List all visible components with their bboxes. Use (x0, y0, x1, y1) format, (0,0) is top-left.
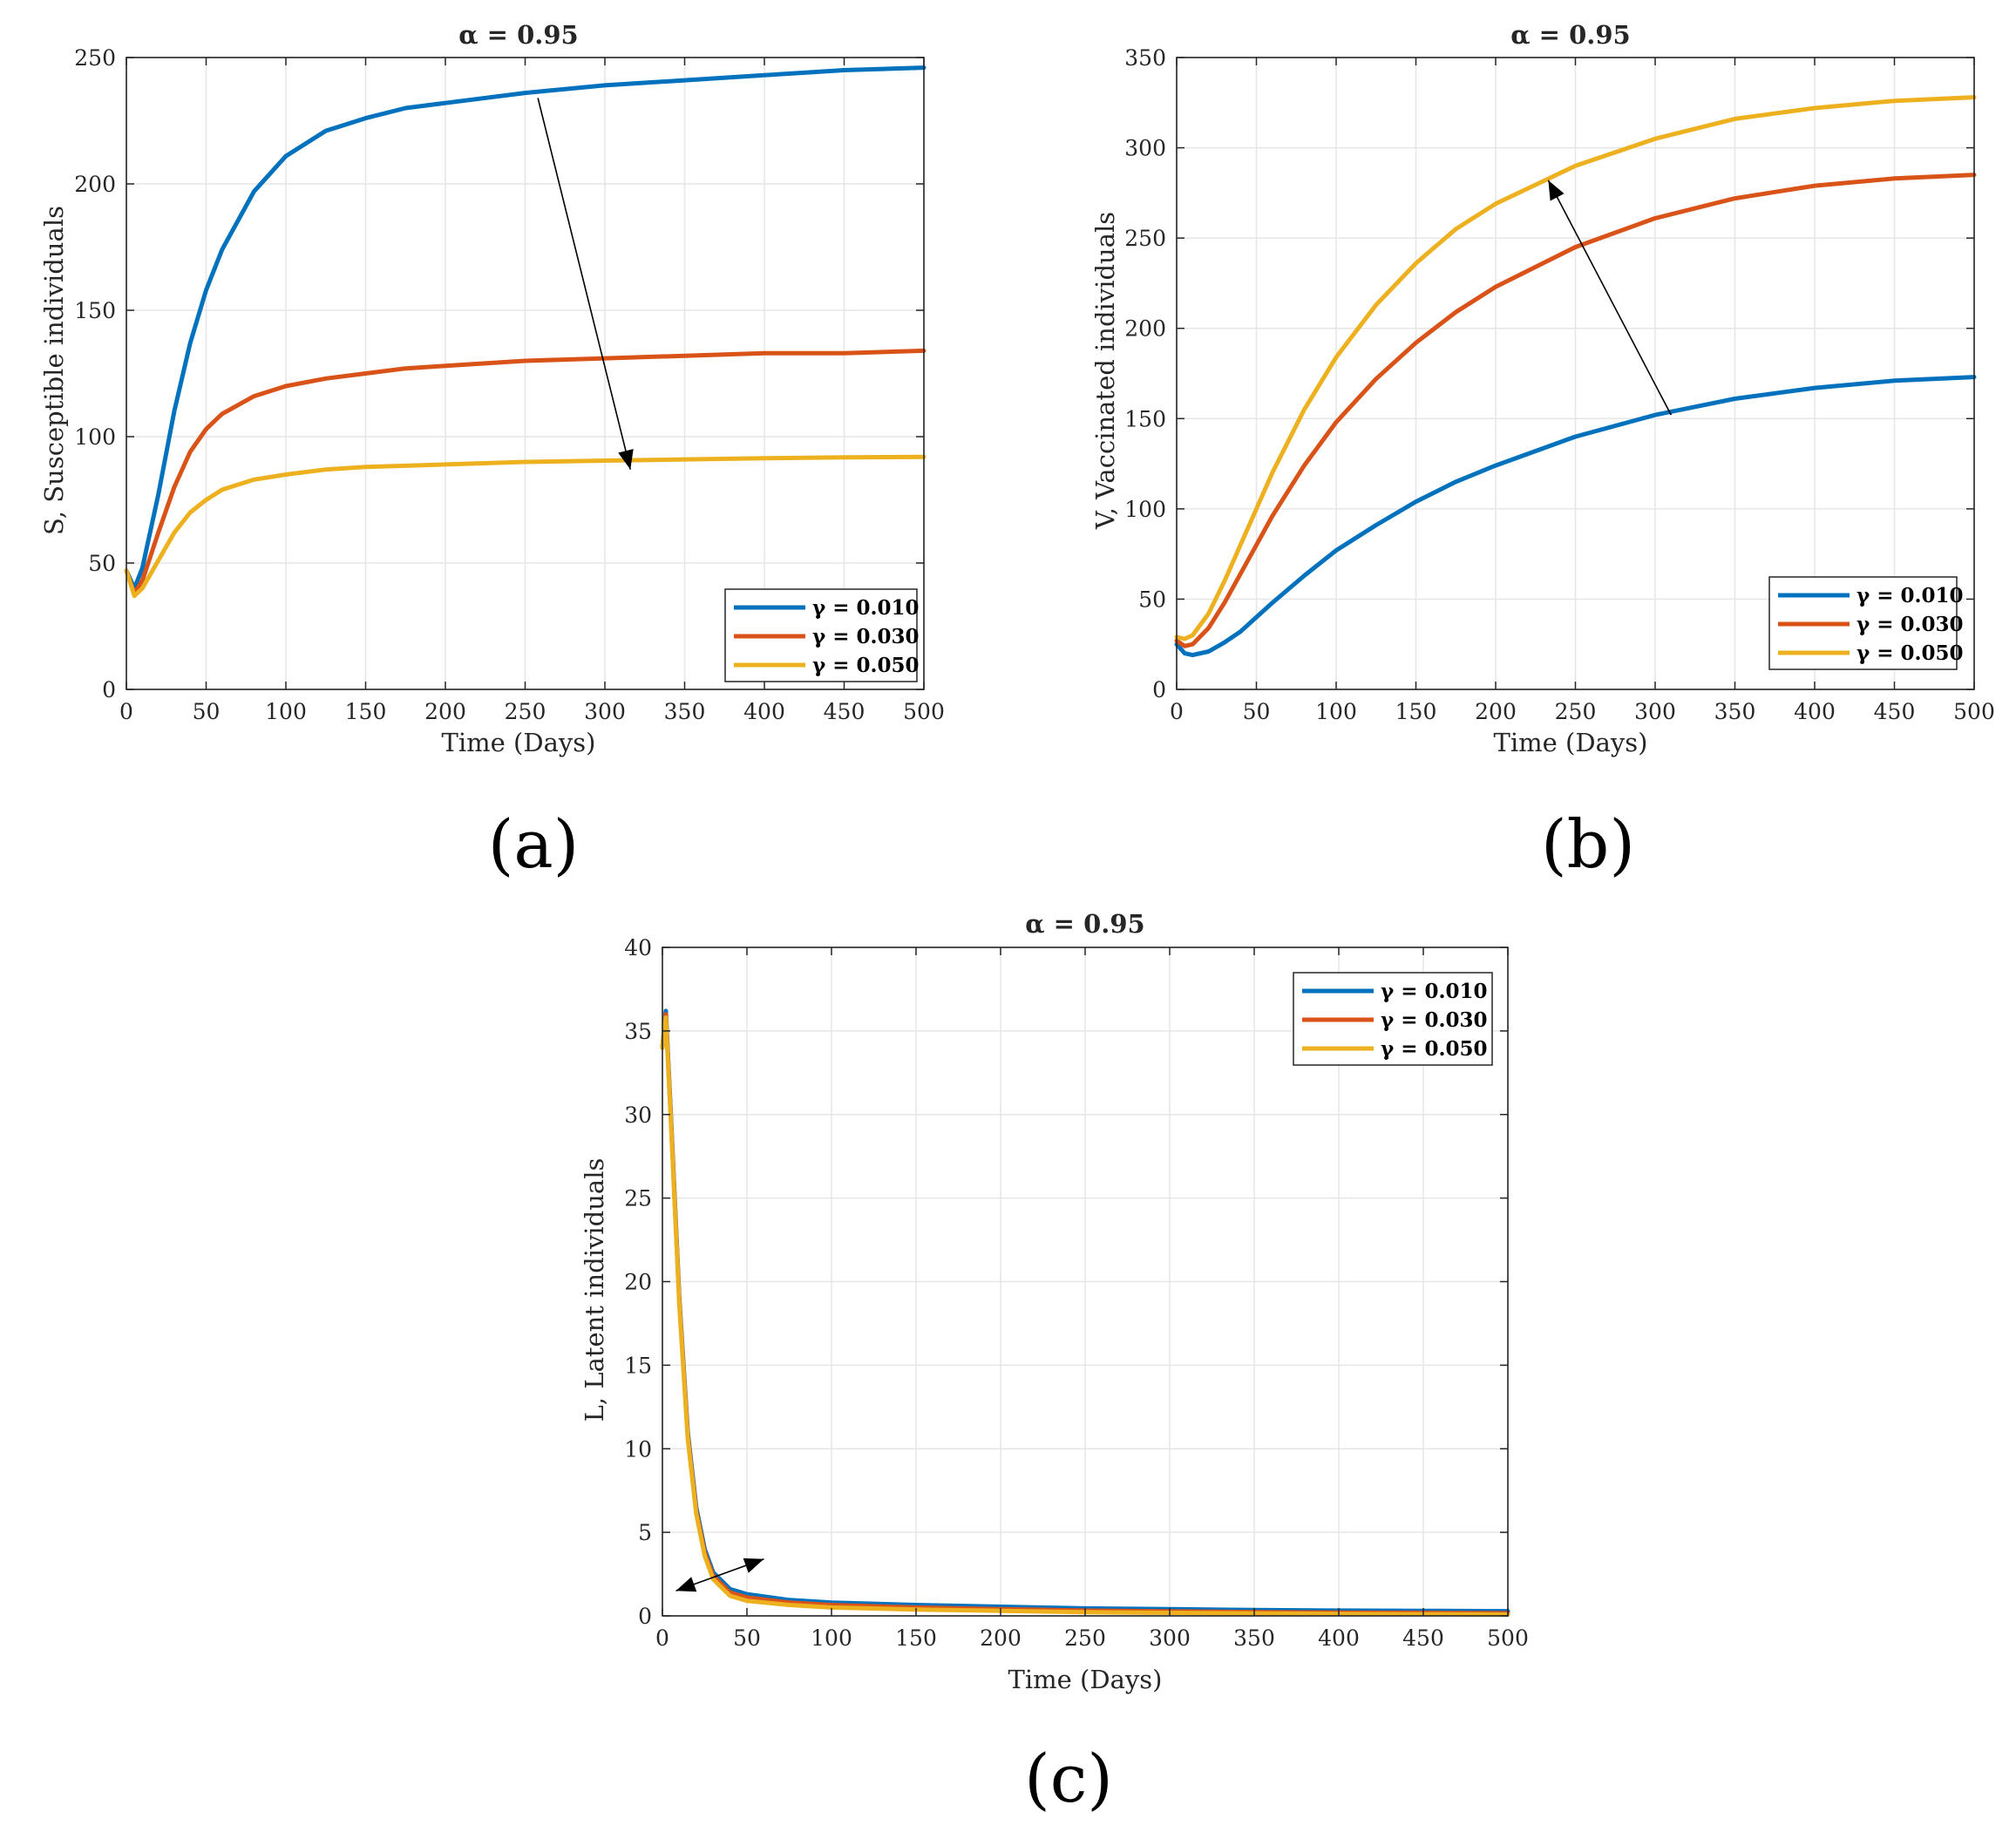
chart-c-legend-label: γ = 0.050 (1381, 1037, 1488, 1061)
chart-c-ytick-label: 5 (638, 1520, 652, 1545)
chart-a-annotation-arrow-head (618, 449, 634, 470)
chart-b-xtick-label: 500 (1953, 699, 1995, 724)
chart-b-legend: γ = 0.010 γ = 0.030 γ = 0.050 (1768, 576, 1964, 670)
chart-c-xlabel: Time (Days) (1008, 1665, 1163, 1694)
chart-a-xtick-label: 400 (743, 699, 785, 724)
chart-b-xlabel: Time (Days) (1494, 728, 1648, 757)
chart-c-xtick-label: 300 (1149, 1625, 1191, 1651)
chart-b-ytick-label: 250 (1124, 226, 1166, 251)
chart-a-series-line (124, 65, 927, 591)
chart-a-series-line (124, 348, 927, 596)
panel-label-c: (c) (1024, 1740, 1113, 1817)
chart-a-ytick-label: 0 (102, 677, 116, 702)
chart-b-ylabel: V, Vaccinated individuals (1090, 212, 1120, 530)
chart-c-ytick-label: 20 (624, 1270, 652, 1295)
chart-b-ytick-label: 150 (1124, 406, 1166, 431)
chart-c-xtick-label: 100 (811, 1625, 852, 1651)
chart-a-xlabel: Time (Days) (442, 728, 596, 757)
chart-b-xtick-label: 400 (1794, 699, 1836, 724)
chart-b-xtick-label: 450 (1874, 699, 1916, 724)
chart-a-series-line (124, 454, 927, 599)
chart-b-legend-label: γ = 0.010 (1856, 584, 1964, 607)
chart-a-xtick-label: 450 (824, 699, 865, 724)
chart-b-xtick-label: 200 (1475, 699, 1517, 724)
chart-c-legend-label: γ = 0.010 (1381, 980, 1488, 1003)
chart-a: α = 0.95 Time (Days) S, Susceptible indi… (39, 20, 945, 883)
chart-c-ylabel: L, Latent individuals (580, 1158, 609, 1422)
chart-b-ytick-label: 200 (1124, 316, 1166, 342)
chart-a-ytick-label: 100 (74, 424, 116, 450)
panel-label-b: (b) (1541, 805, 1635, 883)
chart-a-legend-label: γ = 0.030 (812, 625, 920, 648)
chart-c-xtick-label: 450 (1402, 1625, 1444, 1651)
chart-c-ytick-label: 10 (624, 1436, 652, 1462)
chart-c-legend: γ = 0.010 γ = 0.030 γ = 0.050 (1293, 972, 1493, 1066)
chart-b-xtick-label: 300 (1634, 699, 1676, 724)
chart-c-xtick-label: 350 (1233, 1625, 1275, 1651)
chart-a-legend-label: γ = 0.010 (812, 596, 920, 620)
chart-b-xtick-label: 0 (1170, 699, 1184, 724)
chart-b-ytick-label: 350 (1124, 45, 1166, 71)
chart-c-ytick-label: 25 (624, 1186, 652, 1211)
chart-a-xtick-label: 0 (119, 699, 133, 724)
chart-a-xtick-label: 500 (903, 699, 945, 724)
chart-c-xtick-label: 50 (733, 1625, 761, 1651)
chart-c-xtick-label: 400 (1318, 1625, 1360, 1651)
chart-a-ytick-label: 200 (74, 172, 116, 197)
chart-b-series-line (1174, 173, 1977, 648)
chart-a-ylabel: S, Susceptible individuals (39, 206, 69, 535)
chart-c-ytick-label: 30 (624, 1103, 652, 1128)
chart-c: α = 0.95 Time (Days) L, Latent individua… (580, 909, 1529, 1817)
chart-c-xtick-label: 500 (1487, 1625, 1529, 1651)
chart-a-xtick-label: 350 (664, 699, 706, 724)
chart-b-annotation-arrow-head (1548, 180, 1565, 201)
chart-a-xtick-label: 200 (424, 699, 466, 724)
chart-c-xtick-label: 0 (655, 1625, 669, 1651)
chart-b-annotation-arrow-line (1547, 180, 1673, 416)
chart-c-ytick-label: 35 (624, 1019, 652, 1044)
chart-b-series-line (1174, 375, 1977, 658)
chart-c-annotation-arrow-head (675, 1577, 697, 1592)
chart-b-xtick-label: 250 (1555, 699, 1597, 724)
chart-a-legend-label: γ = 0.050 (812, 654, 920, 677)
chart-b-xtick-label: 350 (1714, 699, 1756, 724)
chart-a-xtick-label: 300 (584, 699, 626, 724)
chart-a-annotation-arrow-line (537, 98, 632, 470)
chart-c-xtick-label: 200 (980, 1625, 1022, 1651)
chart-a-xtick-label: 150 (345, 699, 387, 724)
chart-b-ytick-label: 50 (1138, 587, 1166, 612)
chart-c-xtick-label: 150 (895, 1625, 937, 1651)
chart-c-ytick-label: 40 (624, 935, 652, 960)
chart-a-xtick-label: 250 (505, 699, 546, 724)
chart-b-ytick-label: 0 (1152, 677, 1166, 702)
chart-c-ytick-label: 15 (624, 1353, 652, 1378)
chart-a-ytick-label: 150 (74, 298, 116, 323)
chart-b: α = 0.95 Time (Days) V, Vaccinated indiv… (1090, 20, 1995, 883)
chart-c-legend-label: γ = 0.030 (1381, 1008, 1488, 1032)
chart-c-annotation-arrow-head (743, 1557, 764, 1573)
chart-b-xtick-label: 50 (1243, 699, 1271, 724)
chart-c-title: α = 0.95 (1025, 909, 1144, 939)
chart-b-ytick-label: 100 (1124, 497, 1166, 522)
chart-a-ytick-label: 250 (74, 45, 116, 71)
chart-b-legend-label: γ = 0.050 (1856, 641, 1964, 665)
chart-a-legend: γ = 0.010 γ = 0.030 γ = 0.050 (724, 588, 920, 682)
chart-c-ytick-label: 0 (638, 1604, 652, 1629)
chart-a-ytick-label: 50 (88, 551, 116, 576)
chart-b-series-line (1174, 95, 1977, 641)
chart-a-title: α = 0.95 (458, 20, 578, 50)
chart-b-xtick-label: 150 (1395, 699, 1437, 724)
chart-b-xtick-label: 100 (1315, 699, 1357, 724)
chart-a-xtick-label: 50 (193, 699, 221, 724)
panel-label-a: (a) (488, 805, 580, 883)
chart-b-ytick-label: 300 (1124, 136, 1166, 161)
chart-c-xtick-label: 250 (1064, 1625, 1106, 1651)
chart-b-title: α = 0.95 (1510, 20, 1630, 50)
chart-a-xtick-label: 100 (265, 699, 307, 724)
chart-b-legend-label: γ = 0.030 (1856, 613, 1964, 636)
chart-c-series-line (660, 1015, 1510, 1617)
